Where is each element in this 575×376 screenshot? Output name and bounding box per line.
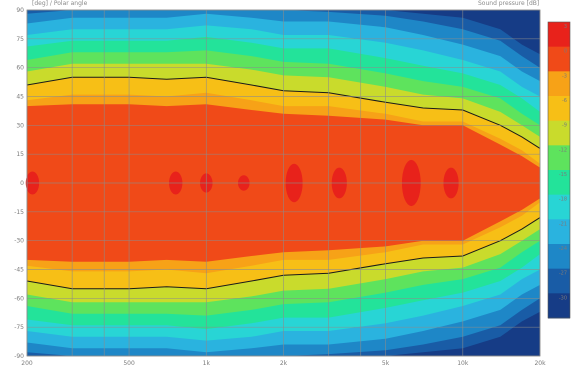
colorbar-tick-label: 3 — [564, 24, 567, 30]
colorbar-swatch — [548, 145, 570, 171]
x-tick-label: 200 — [21, 360, 33, 367]
x-tick-label: 1k — [203, 360, 211, 367]
colorbar-tick-label: -21 — [559, 221, 567, 227]
x-tick-label: 5k — [382, 360, 390, 367]
y-tick-label: 90 — [16, 7, 24, 14]
colorbar-swatch — [548, 71, 570, 97]
colorbar-swatch — [548, 244, 570, 270]
colorbar-tick-label: -12 — [559, 147, 567, 153]
y-tick-label: 75 — [16, 36, 24, 43]
x-tick-label: 2k — [280, 360, 288, 367]
x-tick-labels: 200 500 1k 2k 5k 10k 20k — [21, 360, 546, 367]
x-tick-label: 10k — [457, 360, 469, 367]
colorbar-swatch — [548, 268, 570, 294]
colorbar-tick-label: -9 — [562, 123, 567, 129]
colorbar-swatch — [548, 120, 570, 146]
colorbar-header: Sound pressure [dB] — [478, 0, 540, 7]
colorbar-swatch — [548, 219, 570, 245]
colorbar-tick-label: -24 — [559, 246, 567, 252]
x-tick-label: 20k — [534, 360, 546, 367]
colorbar-swatch — [548, 46, 570, 72]
colorbar-tick-label: -3 — [562, 73, 567, 79]
contour-line-bottom-level-m6-dB — [26, 217, 541, 290]
grid-lines — [26, 9, 541, 357]
y-axis-header: [deg] / Polar angle — [32, 0, 88, 7]
contour-line-top-level-m6-dB — [26, 76, 541, 149]
y-tick-label: -15 — [14, 209, 24, 216]
y-tick-label: -30 — [14, 238, 24, 245]
y-tick-label: 15 — [16, 151, 24, 158]
colorbar-tick-label: -30 — [559, 295, 567, 301]
colorbar-swatch — [548, 22, 570, 48]
x-tick-label: 500 — [123, 360, 135, 367]
colorbar-tick-label: -27 — [559, 271, 567, 277]
y-tick-label: -75 — [14, 324, 24, 331]
y-tick-label: -90 — [14, 353, 24, 360]
colorbar-frame — [547, 21, 571, 319]
plot-frame — [26, 9, 541, 357]
y-tick-label: 45 — [16, 94, 24, 101]
colorbar-swatch — [548, 96, 570, 122]
y-tick-labels: 90 75 60 45 30 15 0 -15 -30 -45 -60 -75 -90 — [14, 7, 24, 360]
colorbar-tick-label: 0 — [564, 49, 567, 55]
y-tick-label: 60 — [16, 65, 24, 72]
colorbar-swatch — [548, 194, 570, 220]
y-tick-label: -60 — [14, 295, 24, 302]
colorbar-tick-label: -18 — [559, 197, 567, 203]
y-tick-label: 30 — [16, 122, 24, 129]
colorbar-tick-label: -6 — [562, 98, 567, 104]
colorbar-swatch — [548, 293, 570, 319]
colorbar: 3 0 -3 -6 -9 -12 -15 -18 -21 -24 -27 -30 — [547, 21, 571, 319]
y-tick-label: 0 — [20, 180, 24, 187]
y-tick-label: -45 — [14, 267, 24, 274]
contour-lines — [26, 76, 541, 290]
colorbar-swatch — [548, 170, 570, 196]
colorbar-tick-label: -15 — [559, 172, 567, 178]
